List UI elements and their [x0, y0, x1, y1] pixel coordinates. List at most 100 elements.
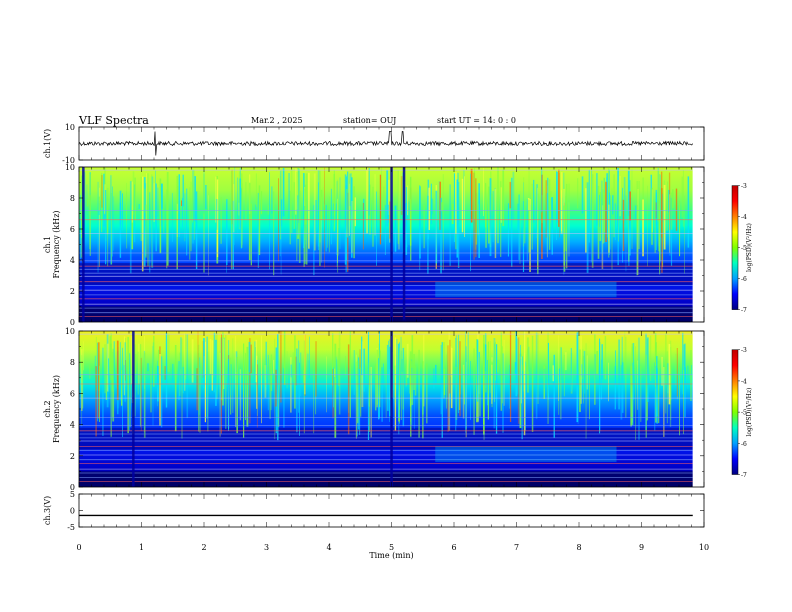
- noise-streak: [617, 168, 619, 232]
- noise-streak: [98, 196, 101, 211]
- noise-streak: [368, 168, 370, 216]
- noise-streak: [235, 335, 237, 427]
- noise-streak: [141, 176, 144, 272]
- noise-streak: [123, 365, 125, 375]
- noise-streak: [492, 191, 494, 243]
- noise-streak: [541, 174, 543, 259]
- noise-streak: [199, 367, 201, 433]
- noise-streak: [484, 366, 486, 385]
- noise-streak: [321, 197, 322, 263]
- noise-streak: [140, 357, 142, 432]
- noise-streak: [586, 182, 589, 273]
- noise-streak: [665, 333, 667, 385]
- noise-streak: [270, 354, 272, 411]
- noise-streak: [374, 174, 376, 236]
- noise-streak: [181, 200, 182, 206]
- x-tick-label: 3: [264, 543, 269, 552]
- noise-streak: [232, 338, 234, 413]
- noise-streak: [99, 365, 100, 422]
- noise-streak: [658, 186, 660, 252]
- noise-streak: [646, 337, 649, 402]
- noise-streak: [470, 173, 471, 272]
- noise-streak: [601, 344, 603, 380]
- noise-streak: [438, 181, 440, 221]
- noise-streak: [640, 365, 642, 422]
- noise-streak: [389, 346, 391, 417]
- noise-streak: [129, 359, 131, 428]
- noise-streak: [407, 185, 409, 216]
- noise-streak: [338, 348, 340, 386]
- noise-streak: [397, 344, 400, 418]
- noise-streak: [181, 338, 183, 439]
- y-tick-label: 2: [70, 287, 75, 296]
- noise-streak: [455, 172, 457, 234]
- noise-streak: [336, 203, 337, 255]
- noise-streak: [152, 346, 154, 426]
- noise-streak: [230, 364, 232, 396]
- noise-streak: [558, 368, 560, 383]
- noise-streak: [171, 193, 173, 242]
- noise-streak: [258, 185, 261, 255]
- noise-streak: [585, 343, 587, 439]
- noise-streak: [521, 364, 524, 371]
- noise-streak: [611, 188, 613, 270]
- noise-streak: [512, 171, 515, 221]
- noise-streak: [654, 201, 656, 253]
- noise-streak: [406, 343, 409, 378]
- noise-streak: [458, 334, 460, 414]
- noise-streak: [376, 349, 378, 405]
- noise-streak: [676, 348, 678, 397]
- noise-streak: [157, 360, 158, 407]
- noise-streak: [233, 184, 235, 233]
- noise-streak: [614, 203, 616, 241]
- noise-streak: [563, 205, 566, 272]
- y-axis-label: Frequency (kHz): [52, 375, 61, 443]
- noise-streak: [449, 184, 451, 267]
- noise-streak: [292, 352, 294, 383]
- noise-streak: [328, 196, 330, 253]
- noise-streak: [665, 358, 667, 414]
- noise-streak: [290, 364, 292, 378]
- noise-streak: [608, 362, 609, 402]
- x-tick-label: 2: [201, 543, 206, 552]
- noise-streak: [370, 366, 372, 438]
- noise-streak: [243, 343, 245, 438]
- noise-streak: [597, 185, 600, 259]
- noise-streak: [146, 173, 147, 221]
- noise-streak: [426, 363, 428, 424]
- x-tick-label: 5: [389, 543, 394, 552]
- noise-streak: [261, 335, 262, 424]
- noise-streak: [147, 363, 149, 372]
- noise-streak: [232, 200, 234, 270]
- noise-streak: [440, 345, 442, 415]
- noise-streak: [631, 169, 633, 249]
- noise-streak: [585, 188, 587, 253]
- noise-streak: [547, 342, 549, 400]
- noise-streak: [255, 339, 257, 383]
- noise-streak: [635, 205, 637, 219]
- noise-streak: [182, 366, 184, 394]
- noise-streak: [145, 204, 147, 258]
- noise-streak: [337, 198, 338, 263]
- noise-streak: [293, 182, 296, 229]
- noise-streak: [596, 173, 598, 226]
- noise-streak: [363, 348, 365, 392]
- noise-streak: [560, 172, 563, 235]
- noise-streak: [536, 184, 538, 238]
- ch2-spectrogram-heatmap: [79, 331, 704, 487]
- noise-streak: [668, 343, 671, 405]
- noise-streak: [599, 192, 602, 241]
- noise-streak: [167, 333, 170, 372]
- noise-streak: [582, 356, 585, 374]
- noise-streak: [279, 196, 280, 211]
- noise-streak: [248, 341, 251, 373]
- noise-streak: [180, 337, 182, 391]
- noise-streak: [519, 190, 521, 264]
- burst-mark: [402, 167, 406, 322]
- colorbar-tick-label: -3: [741, 347, 747, 354]
- noise-streak: [296, 348, 298, 433]
- noise-streak: [435, 190, 438, 264]
- noise-streak: [463, 169, 465, 219]
- noise-streak: [230, 171, 233, 270]
- noise-streak: [353, 186, 355, 259]
